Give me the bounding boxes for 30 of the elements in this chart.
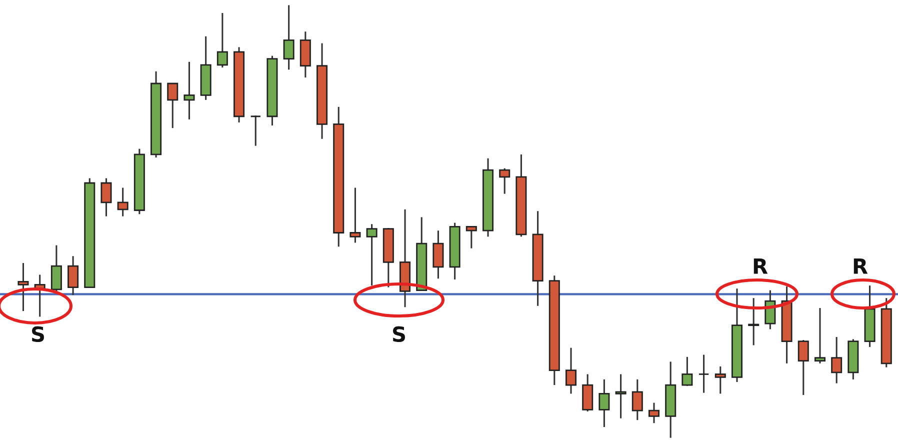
candlestick [366, 223, 378, 286]
candlestick [117, 186, 128, 218]
candlestick [831, 336, 842, 384]
candlestick [814, 307, 826, 364]
candlestick [432, 230, 444, 280]
candlestick [250, 114, 262, 147]
annotation: S [32, 326, 44, 342]
candlestick [466, 226, 477, 250]
candlestick [748, 297, 760, 346]
candlestick [632, 378, 643, 421]
annotation: R [754, 258, 768, 274]
candlestick [682, 356, 693, 387]
candlestick [216, 12, 228, 68]
candlestick [798, 339, 809, 396]
candlestick [565, 347, 577, 394]
candlestick [615, 373, 626, 420]
candlestick [499, 168, 510, 195]
candlestick [18, 262, 29, 312]
candlestick [283, 4, 294, 70]
candlestick [100, 177, 112, 218]
candlestick [68, 255, 79, 296]
candlestick [648, 402, 660, 424]
candlestick [167, 82, 178, 129]
candlestick [350, 186, 361, 244]
annotation: S [392, 326, 405, 342]
candlestick [598, 378, 610, 428]
candlestick [714, 366, 726, 394]
candlestick [184, 61, 195, 120]
annotation: R [854, 258, 868, 274]
candlestick [698, 354, 710, 394]
